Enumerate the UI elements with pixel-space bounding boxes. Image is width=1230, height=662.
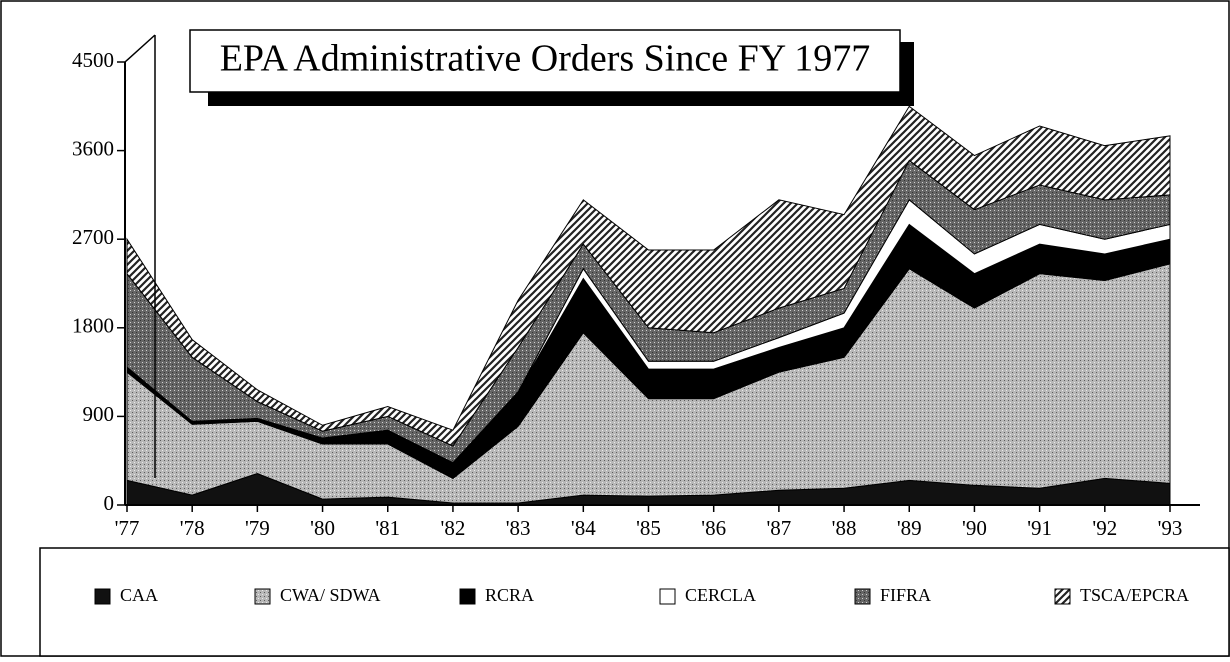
- legend-label: CWA/ SDWA: [280, 585, 381, 605]
- title-box: [189, 29, 901, 93]
- legend-label: TSCA/EPCRA: [1080, 585, 1189, 605]
- y-tick-label: 0: [104, 491, 115, 515]
- y-tick-label: 900: [83, 402, 115, 426]
- area-5: [126, 105, 1171, 447]
- x-tick-label: '84: [571, 516, 596, 540]
- legend-swatch: [1054, 588, 1071, 605]
- legend-swatch: [459, 588, 476, 605]
- x-tick-label: '79: [245, 516, 270, 540]
- y-tick-label: 4500: [72, 48, 114, 72]
- chart-title: EPA Administrative Orders Since FY 1977: [220, 38, 871, 80]
- y-tick-label: 3600: [72, 136, 114, 160]
- legend-label: RCRA: [485, 585, 534, 605]
- legend-label: CERCLA: [685, 585, 756, 605]
- x-tick-label: '77: [115, 516, 140, 540]
- plot-area: [126, 105, 1171, 506]
- x-tick-label: '91: [1027, 516, 1052, 540]
- x-tick-label: '80: [310, 516, 335, 540]
- x-tick-label: '93: [1158, 516, 1183, 540]
- x-tick-label: '86: [701, 516, 726, 540]
- x-tick-label: '85: [636, 516, 661, 540]
- y-tick-label: 1800: [72, 314, 114, 338]
- x-tick-label: '78: [180, 516, 205, 540]
- x-tick-label: '89: [897, 516, 922, 540]
- x-tick-label: '92: [1092, 516, 1117, 540]
- x-tick-label: '83: [506, 516, 531, 540]
- legend-swatch: [659, 588, 676, 605]
- x-tick-label: '82: [441, 516, 466, 540]
- x-tick-label: '90: [962, 516, 987, 540]
- y-tick-label: 2700: [72, 225, 114, 249]
- legend-label: CAA: [120, 585, 158, 605]
- x-tick-label: '88: [832, 516, 857, 540]
- legend-box: [39, 547, 1230, 657]
- legend-swatch: [94, 588, 111, 605]
- x-tick-label: '81: [375, 516, 400, 540]
- legend-swatch: [254, 588, 271, 605]
- back-wall-edge: [124, 34, 156, 63]
- legend-swatch: [854, 588, 871, 605]
- legend-label: FIFRA: [880, 585, 931, 605]
- x-tick-label: '87: [766, 516, 791, 540]
